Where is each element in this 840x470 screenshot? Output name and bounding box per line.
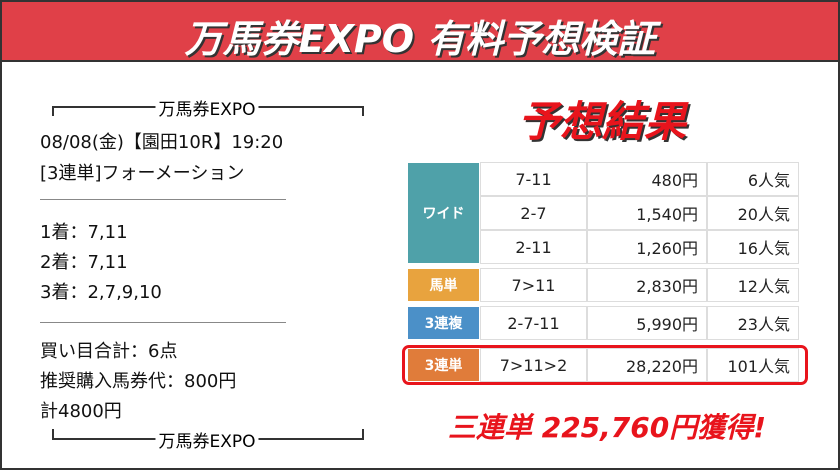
payout: 1,260円: [587, 230, 707, 264]
banner: [2, 2, 838, 62]
combination: 2-7-11: [480, 306, 587, 340]
summary: 買い目合計：6点: [40, 341, 178, 362]
banner-title: 万馬券EXPO 有料予想検証: [184, 17, 656, 61]
payout: 2,830円: [587, 268, 707, 302]
payout: 480円: [587, 162, 707, 196]
bracket-tick: [362, 429, 364, 439]
combination: 7>11>2: [480, 348, 587, 382]
popularity: 20人気: [707, 196, 799, 230]
brand-top: 万馬券EXPO: [155, 95, 259, 120]
separator: [40, 322, 286, 323]
results-title: 予想結果: [517, 97, 686, 146]
popularity: 12人気: [707, 268, 799, 302]
combination: 2-7: [480, 196, 587, 230]
group-label: ワイド: [407, 162, 480, 264]
bet-type: [3連単]フォーメーション: [40, 163, 245, 184]
summary: 推奨購入馬券代：800円: [40, 371, 237, 392]
group-label: 3連複: [407, 306, 480, 340]
bracket-tick: [362, 106, 364, 116]
total-winnings: 三連単 225,760円獲得!: [447, 411, 767, 444]
brand-bottom: 万馬券EXPO: [155, 427, 259, 452]
popularity: 23人気: [707, 306, 799, 340]
popularity: 6人気: [707, 162, 799, 196]
combination: 7>11: [480, 268, 587, 302]
pick: 3着：2,7,9,10: [40, 282, 162, 303]
separator: [40, 199, 286, 200]
bracket-tick: [52, 429, 54, 439]
pick: 2着：7,11: [40, 252, 128, 273]
race-info: 08/08(金)【園田10R】19:20: [40, 132, 284, 153]
pick: 1着：7,11: [40, 222, 128, 243]
combination: 2-11: [480, 230, 587, 264]
popularity: 101人気: [707, 348, 799, 382]
group-label: 3連単: [407, 348, 480, 382]
payout: 1,540円: [587, 196, 707, 230]
summary: 計4800円: [40, 401, 122, 422]
popularity: 16人気: [707, 230, 799, 264]
payout: 28,220円: [587, 348, 707, 382]
group-label: 馬単: [407, 268, 480, 302]
combination: 7-11: [480, 162, 587, 196]
bracket-tick: [52, 106, 54, 116]
payout: 5,990円: [587, 306, 707, 340]
highlight-box: [402, 345, 808, 385]
